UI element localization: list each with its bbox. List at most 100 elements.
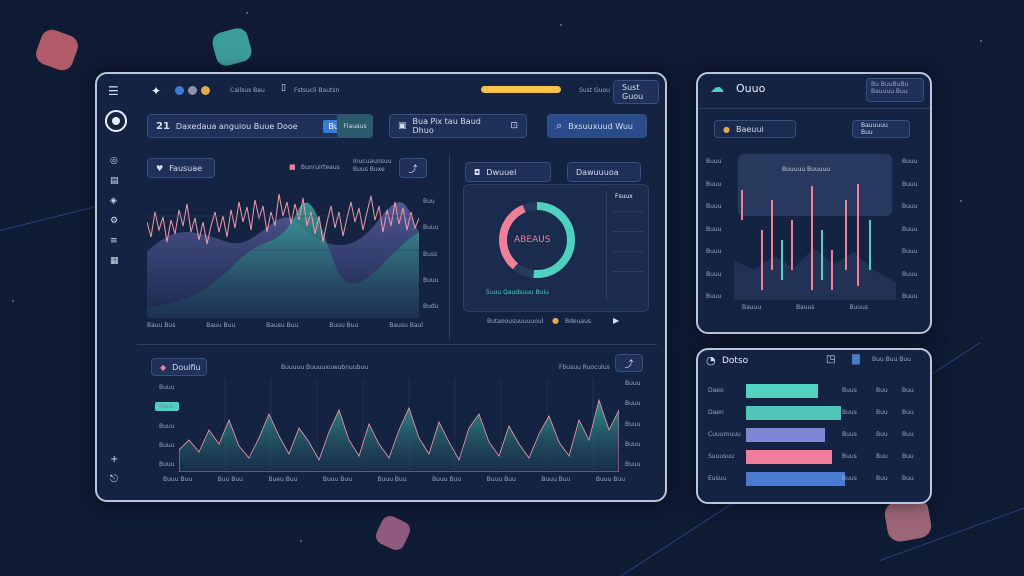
decorative-gem — [32, 26, 82, 74]
bar-row-fill — [746, 450, 832, 464]
chart1-x-tick: Bauu Buu — [206, 322, 236, 329]
chart3-title-pill[interactable]: ◆ Douifiu — [151, 358, 207, 376]
chart3-area — [179, 380, 619, 472]
settings-icon[interactable]: ⚙ — [110, 216, 119, 226]
search-box[interactable]: ⌕ Bxsuuxuud Wuu — [547, 114, 647, 138]
side-top-y-tick: Buuu — [706, 158, 722, 165]
side-top-y-tick: Buuu — [706, 225, 722, 233]
side-top-y-right-tick: Buuu — [902, 180, 918, 188]
bar-row-label: Eusuu — [708, 475, 727, 482]
chart2-dropdown[interactable]: Dawuuuoa — [567, 162, 641, 182]
chart-icon[interactable]: ◎ — [110, 156, 118, 166]
bar-row[interactable]: Eusuu Buus Buu Buu — [706, 472, 926, 486]
bar-row[interactable]: Suuusuu Buus Buu Buu — [706, 450, 926, 464]
chart3-y-tick: Buuu — [159, 461, 175, 468]
bar-row[interactable]: Daen Buus Buu Buu — [706, 406, 926, 420]
chart1-x-tick: Bausu Baul — [389, 322, 423, 329]
bar-chart-icon[interactable]: ▇ — [852, 354, 860, 365]
chart1-title: Fausuae — [169, 163, 203, 173]
decorative-gem — [373, 513, 413, 553]
toolbar-filter[interactable]: Flauaus — [337, 114, 373, 138]
chart3-action[interactable]: ⤴ — [615, 354, 643, 372]
star — [980, 40, 982, 42]
chart1-x-tick: Buuu Buu — [329, 322, 359, 329]
bar-row-fill — [746, 406, 841, 420]
star — [12, 300, 14, 302]
side-bottom-title: Dotso — [722, 356, 749, 366]
bar-row-value: Buus — [842, 431, 857, 438]
donut-center-label: ABEAUS — [514, 235, 551, 245]
camera-icon: ⊡ — [510, 121, 518, 131]
side-top-y-tick: Buuu — [706, 293, 722, 300]
logout-icon[interactable]: ⎋ — [110, 474, 118, 485]
divider — [449, 154, 450, 340]
side-top-y-tick: Buuu — [706, 270, 722, 278]
grid-icon[interactable]: ▦ — [110, 256, 119, 266]
menu-icon[interactable]: ☰ — [108, 84, 119, 98]
flag-icon: ■ — [289, 163, 296, 171]
chart3-y-tick: Buuu — [159, 422, 175, 430]
chart3-x-tick: Buuu Buu — [163, 476, 193, 483]
chart2-title: Dwuuel — [486, 167, 517, 177]
chart3-y-right-tick: Buuu — [625, 380, 641, 387]
donut-caption: 5uuu Qaudsuuu Buiu — [486, 289, 549, 296]
bar-row-v2: Buu — [876, 453, 888, 460]
bar-row-v2: Buu — [876, 409, 888, 416]
donut-chart — [499, 202, 575, 278]
bar-row-fill — [746, 472, 845, 486]
wallet-icon[interactable]: ◈ — [110, 196, 117, 206]
search-icon: ⌕ — [556, 119, 563, 132]
chart3-subtitle: Buuuuu Buuuuxuwubnuubuu — [281, 364, 369, 371]
search-text: Bxsuuxuud Wuu — [568, 121, 633, 131]
bar-row-label: Cuuumuuu — [708, 431, 741, 438]
document-icon[interactable]: ▤ — [110, 176, 119, 186]
chart3-x-tick: Bueu Buu — [268, 476, 298, 483]
chart2-bottom-right: Bdeuaus — [565, 318, 592, 325]
trend-icon: ⤴ — [624, 359, 634, 370]
chart1-y-tick: Buu — [423, 198, 435, 205]
side-top-subtitle-pill[interactable]: ● Baeuui — [714, 120, 796, 138]
bar-row-v2: Buu — [876, 431, 888, 438]
chart3-x-tick: Buuu Buu — [432, 476, 462, 483]
chart2-title-pill[interactable]: ◘ Dwuuel — [465, 162, 551, 182]
chart1-action[interactable]: ⤴ — [399, 158, 427, 178]
chart1-front-area — [147, 202, 419, 318]
side-top-overlay-text: Buuuuu Buuuuu — [782, 166, 831, 173]
list-icon[interactable]: ≡ — [110, 236, 118, 246]
toolbar-mid-text: Bua Pix tau Baud Dhuo — [412, 117, 481, 135]
coin-icon: ● — [552, 316, 559, 325]
bar-row[interactable]: Cuuumuuu Buus Buu Buu — [706, 428, 926, 442]
toolbar-mid[interactable]: ▣ Bua Pix tau Baud Dhuo ⊡ — [389, 114, 527, 138]
chart3-x-tick: Buuu Buu — [377, 476, 407, 483]
side-bottom-panel: ◔ Dotso ◳ ▇ Buu Buu Buu Daeo Buus Buu Bu… — [696, 348, 932, 504]
side-top-area — [734, 248, 896, 300]
bar-row-v3: Buu — [902, 475, 914, 482]
side-top-header-tag[interactable]: Bu BuuBuBu Bauuuu Buu — [866, 78, 924, 102]
trend-icon: ⤴ — [408, 164, 418, 175]
header-link[interactable]: Fstsucli Bautsn — [294, 87, 340, 94]
chat-icon: ◘ — [474, 167, 481, 177]
chart3-y-right-tick: Buuu — [625, 420, 641, 428]
side-top-header-1: Bu BuuBuBu — [871, 81, 909, 88]
side-top-x-tick: Buuus — [849, 304, 868, 311]
side-top-button[interactable]: Bauuuuu Buu — [852, 120, 910, 138]
bar-row[interactable]: Daeo Buus Buu Buu — [706, 384, 926, 398]
chart1-y-tick: Buss — [423, 250, 438, 258]
side-top-subtitle: Baeuui — [735, 124, 764, 134]
play-icon[interactable]: ▶ — [613, 316, 620, 325]
chart2-bottom-left: Butaoousuuuuuoul — [487, 318, 544, 325]
header-button[interactable]: Sust Guou — [613, 80, 659, 104]
file-icon: ▯ — [281, 83, 286, 93]
donut-side-list: Fsuux — [606, 191, 646, 301]
side-bottom-header: Buu Buu Buu — [872, 356, 911, 363]
profile-icon[interactable] — [105, 110, 127, 132]
plus-icon[interactable]: + — [110, 454, 119, 465]
bar-row-v3: Buu — [902, 431, 914, 438]
stack-icon[interactable]: ◳ — [826, 354, 836, 365]
chart3-y-axis-right: Buuu Buuu Buuu Buuu Buuu — [625, 380, 641, 468]
header-sub-text: Sust Guou — [579, 87, 610, 94]
chart1-area — [147, 193, 419, 318]
chart1-title-pill[interactable]: ♥ Fausuae — [147, 158, 215, 178]
chart1-x-tick: Bauu Bus — [147, 322, 176, 329]
bar-row-label: Suuusuu — [708, 453, 734, 460]
